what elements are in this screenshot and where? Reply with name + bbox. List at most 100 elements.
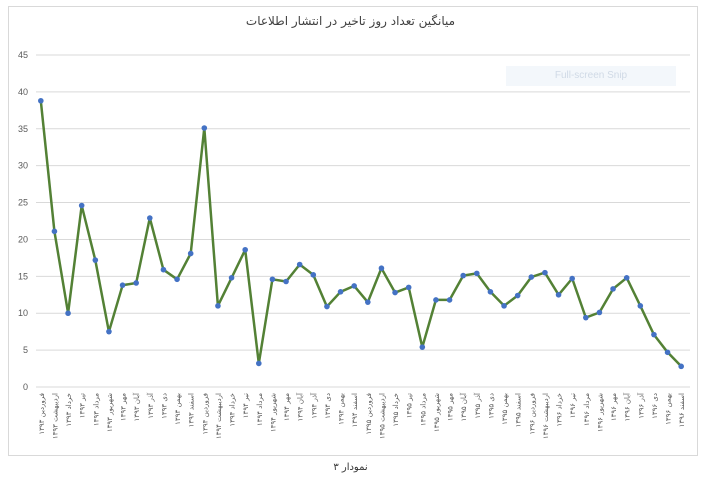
data-point [514, 292, 521, 299]
data-point [583, 314, 589, 321]
x-tick-label: اسفند ۱۳۹۵ [515, 393, 523, 427]
data-point [324, 303, 330, 310]
data-point [310, 272, 317, 278]
data-point [296, 261, 303, 268]
x-tick-label: اسفند ۱۳۹۶ [678, 393, 686, 427]
x-tick-label: خرداد ۱۳۹۴ [229, 393, 237, 427]
data-point [596, 309, 603, 316]
x-tick-label: فروردین ۱۳۹۶ [528, 393, 536, 435]
x-tick-label: بهمن ۱۳۹۴ [338, 393, 346, 425]
data-point [678, 363, 684, 370]
x-tick-label: مرداد ۱۳۹۴ [256, 393, 264, 426]
x-tick-label: آذر ۱۳۹۵ [473, 392, 482, 419]
data-point [147, 215, 153, 221]
data-point [446, 297, 453, 303]
x-tick-label: آذر ۱۳۹۴ [309, 392, 318, 419]
y-tick-label: 30 [18, 161, 28, 171]
x-tick-label: خرداد ۱۳۹۳ [65, 393, 73, 427]
x-tick-label: شهریور ۱۳۹۴ [269, 393, 277, 432]
data-point [256, 360, 262, 367]
data-point [269, 276, 276, 283]
data-point [174, 276, 180, 283]
x-tick-label: آبان ۱۳۹۳ [132, 392, 141, 421]
data-point [160, 266, 167, 273]
data-point [419, 344, 426, 350]
data-point [187, 250, 194, 257]
y-tick-label: 35 [18, 124, 28, 134]
y-tick-label: 40 [18, 87, 28, 97]
x-tick-label: اردیبهشت ۱۳۹۴ [215, 393, 223, 439]
data-point [78, 202, 85, 209]
x-tick-label: مهر ۱۳۹۶ [610, 393, 618, 421]
data-point [460, 272, 466, 279]
data-point [542, 269, 548, 276]
data-point [283, 278, 289, 285]
y-tick-label: 10 [18, 308, 28, 318]
x-tick-label: شهریور ۱۳۹۳ [106, 393, 114, 432]
y-tick-label: 5 [23, 345, 28, 355]
data-point [242, 246, 248, 253]
x-tick-label: دی ۱۳۹۶ [651, 393, 659, 419]
data-point [474, 270, 480, 277]
x-tick-label: آبان ۱۳۹۶ [623, 392, 632, 421]
x-tick-label: تیر ۱۳۹۶ [569, 393, 577, 418]
x-tick-label: آذر ۱۳۹۳ [146, 392, 155, 419]
data-point [664, 349, 671, 356]
figure-caption: نمودار ۳ [333, 462, 368, 473]
x-tick-label: اسفند ۱۳۹۳ [188, 393, 196, 427]
x-tick-label: تیر ۱۳۹۴ [242, 393, 250, 418]
x-tick-label: آبان ۱۳۹۵ [459, 392, 468, 421]
data-point [119, 282, 126, 288]
data-point [392, 289, 398, 296]
x-tick-label: اردیبهشت ۱۳۹۶ [542, 393, 550, 439]
chart-title: میانگین تعداد روز تاخیر در انتشار اطلاعا… [245, 14, 456, 28]
data-point [228, 275, 235, 281]
data-point [337, 289, 344, 295]
full-screen-snip-overlay[interactable]: Full-screen Snip [506, 66, 676, 86]
data-point [365, 299, 371, 305]
data-point [65, 310, 71, 317]
x-tick-label: مهر ۱۳۹۳ [120, 393, 128, 421]
x-tick-label: آذر ۱۳۹۶ [636, 392, 645, 419]
x-tick-label: شهریور ۱۳۹۵ [433, 393, 441, 432]
x-tick-label: اردیبهشت ۱۳۹۵ [378, 393, 386, 439]
data-point [623, 275, 630, 281]
x-tick-label: مهر ۱۳۹۴ [283, 393, 291, 421]
data-point [637, 303, 644, 309]
data-point [378, 265, 385, 272]
x-tick-label: آبان ۱۳۹۴ [296, 392, 305, 421]
data-point [405, 284, 412, 291]
x-tick-label: مرداد ۱۳۹۵ [419, 393, 427, 426]
data-point [51, 228, 58, 235]
data-point [215, 303, 221, 309]
y-tick-label: 0 [23, 382, 28, 392]
x-tick-label: دی ۱۳۹۵ [487, 393, 495, 419]
x-tick-label: خرداد ۱۳۹۶ [556, 393, 564, 427]
series-line [39, 100, 683, 368]
data-point [351, 283, 357, 289]
y-tick-label: 45 [18, 50, 28, 60]
data-point [555, 291, 562, 298]
data-point [433, 297, 439, 303]
data-point [528, 274, 535, 280]
data-point [38, 97, 44, 104]
x-tick-label: دی ۱۳۹۴ [324, 393, 332, 419]
x-tick-label: فروردین ۱۳۹۵ [365, 393, 373, 435]
x-tick-label: خرداد ۱۳۹۵ [392, 393, 400, 427]
data-point [106, 328, 112, 335]
x-tick-label: تیر ۱۳۹۵ [406, 393, 414, 418]
data-point [651, 331, 657, 338]
data-point [487, 289, 494, 295]
x-tick-label: فروردین ۱۳۹۳ [38, 393, 46, 435]
x-tick-label: دی ۱۳۹۳ [160, 393, 168, 419]
x-tick-label: اردیبهشت ۱۳۹۳ [51, 393, 59, 439]
x-tick-label: فروردین ۱۳۹۴ [201, 393, 209, 435]
data-point [610, 286, 616, 292]
y-tick-label: 20 [18, 234, 28, 244]
data-point [501, 303, 507, 309]
x-tick-label: مرداد ۱۳۹۶ [583, 393, 591, 426]
y-tick-label: 15 [18, 271, 28, 281]
x-tick-label: بهمن ۱۳۹۶ [665, 393, 673, 425]
y-tick-label: 25 [18, 198, 28, 208]
